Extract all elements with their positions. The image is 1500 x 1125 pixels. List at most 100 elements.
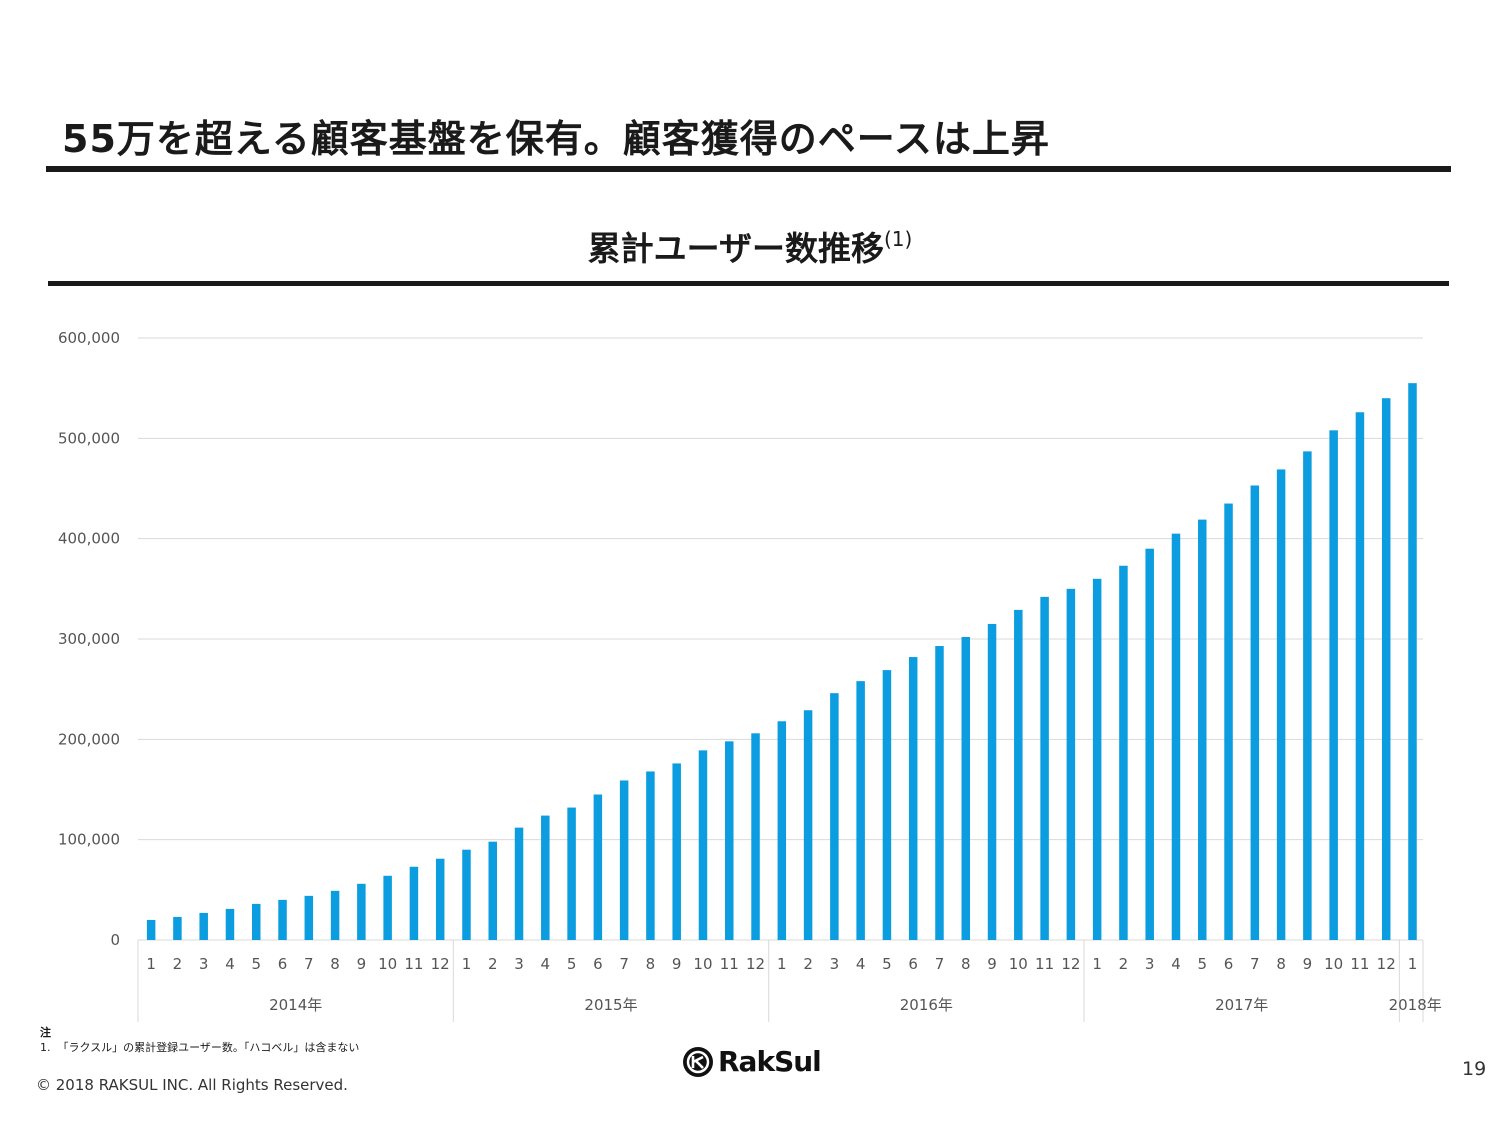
x-tick-label: 2 (173, 955, 183, 973)
bar-chart: 0 100,000 200,000 300,000 400,000 500,000 600,… (58, 329, 1442, 1022)
bar (278, 899, 287, 940)
year-group-label: 2016年 (900, 996, 953, 1014)
x-tick-label: 2 (1119, 955, 1129, 973)
bar (146, 919, 156, 940)
x-tick-label: 11 (1035, 955, 1054, 973)
bar (935, 646, 944, 940)
x-tick-label: 11 (1350, 955, 1369, 973)
bar (252, 903, 261, 940)
title-rule (46, 166, 1451, 172)
bar (777, 721, 787, 940)
bar (908, 657, 918, 940)
chart-heading-rule (48, 281, 1449, 286)
year-group-label: 2014年 (269, 996, 322, 1014)
bar (409, 866, 419, 940)
bar (541, 815, 550, 940)
x-tick-label: 7 (935, 955, 945, 973)
note-heading: 注 (40, 1026, 51, 1039)
bar (1092, 578, 1102, 940)
raksul-logo: RakSul (682, 1045, 822, 1078)
x-tick-label: 5 (251, 955, 261, 973)
x-tick-label: 11 (720, 955, 739, 973)
x-tick-label: 7 (304, 955, 314, 973)
x-tick-label: 9 (357, 955, 367, 973)
bar (882, 670, 892, 940)
y-tick-label: 200,000 (58, 730, 120, 748)
bar (462, 849, 471, 940)
raksul-logo-text: RakSul (718, 1045, 822, 1078)
bar (725, 741, 734, 940)
bar (1303, 451, 1312, 940)
x-tick-label: 5 (882, 955, 892, 973)
footnote-1: 1. 「ラクスル」の累計登録ユーザー数。「ハコベル」は含まない (40, 1041, 360, 1054)
y-tick-label: 400,000 (58, 530, 120, 548)
x-tick-label: 6 (908, 955, 918, 973)
bar (567, 807, 576, 940)
bar (357, 883, 366, 940)
bar (1066, 588, 1076, 940)
x-tick-label: 6 (593, 955, 603, 973)
x-tick-label: 4 (856, 955, 866, 973)
bar (1408, 383, 1417, 940)
x-tick-label: 4 (1171, 955, 1181, 973)
y-tick-label: 100,000 (58, 831, 120, 849)
bar (1014, 609, 1023, 940)
bar (1329, 430, 1338, 940)
bar (514, 827, 524, 940)
bar (1276, 469, 1286, 940)
x-tick-label: 10 (1009, 955, 1028, 973)
x-tick-label: 1 (1408, 955, 1418, 973)
x-tick-label: 10 (378, 955, 397, 973)
y-tick-label: 300,000 (58, 630, 120, 648)
x-tick-label: 9 (672, 955, 682, 973)
x-tick-label: 3 (199, 955, 209, 973)
raksul-logo-icon (683, 1046, 713, 1077)
bar (593, 794, 603, 940)
bar (1198, 519, 1207, 940)
x-tick-label: 4 (541, 955, 551, 973)
bar (1145, 548, 1154, 940)
bar (1355, 412, 1365, 940)
bar (1040, 596, 1049, 940)
copyright: © 2018 RAKSUL INC. All Rights Reserved. (36, 1076, 348, 1094)
bar (1119, 565, 1128, 940)
year-group-label: 2017年 (1215, 996, 1268, 1014)
x-tick-label: 3 (830, 955, 840, 973)
year-group-label: 2018年 (1389, 996, 1442, 1014)
x-tick-label: 3 (1145, 955, 1155, 973)
slide-title: 55万を超える顧客基盤を保有。顧客獲得のペースは上昇 (62, 117, 1050, 161)
bar (488, 841, 498, 940)
x-tick-label: 1 (146, 955, 156, 973)
x-tick-label: 1 (1092, 955, 1102, 973)
bar (646, 771, 655, 940)
x-tick-label: 5 (1197, 955, 1207, 973)
bar (698, 750, 708, 940)
x-tick-label: 1 (777, 955, 787, 973)
bar (435, 858, 445, 940)
x-tick-label: 4 (225, 955, 235, 973)
x-tick-label: 7 (1250, 955, 1260, 973)
bar (330, 890, 340, 940)
x-tick-label: 8 (1276, 955, 1286, 973)
x-tick-label: 6 (278, 955, 288, 973)
year-group-label: 2015年 (584, 996, 637, 1014)
y-tick-label: 600,000 (58, 329, 120, 347)
bar (1224, 503, 1233, 940)
x-tick-label: 8 (646, 955, 656, 973)
x-tick-label: 10 (1324, 955, 1343, 973)
chart-heading-text: 累計ユーザー数推移 (587, 229, 884, 268)
x-tick-label: 8 (961, 955, 971, 973)
bar (1250, 485, 1260, 940)
x-tick-label: 7 (619, 955, 629, 973)
x-tick-label: 8 (330, 955, 340, 973)
page-number: 19 (1462, 1058, 1487, 1080)
bar (173, 916, 182, 940)
bar (619, 780, 629, 940)
x-tick-label: 12 (746, 955, 765, 973)
bar (225, 908, 235, 940)
y-tick-label: 500,000 (58, 429, 120, 447)
bar (803, 710, 813, 940)
bar (751, 733, 760, 940)
x-tick-label: 12 (1061, 955, 1080, 973)
bar (1381, 398, 1391, 940)
